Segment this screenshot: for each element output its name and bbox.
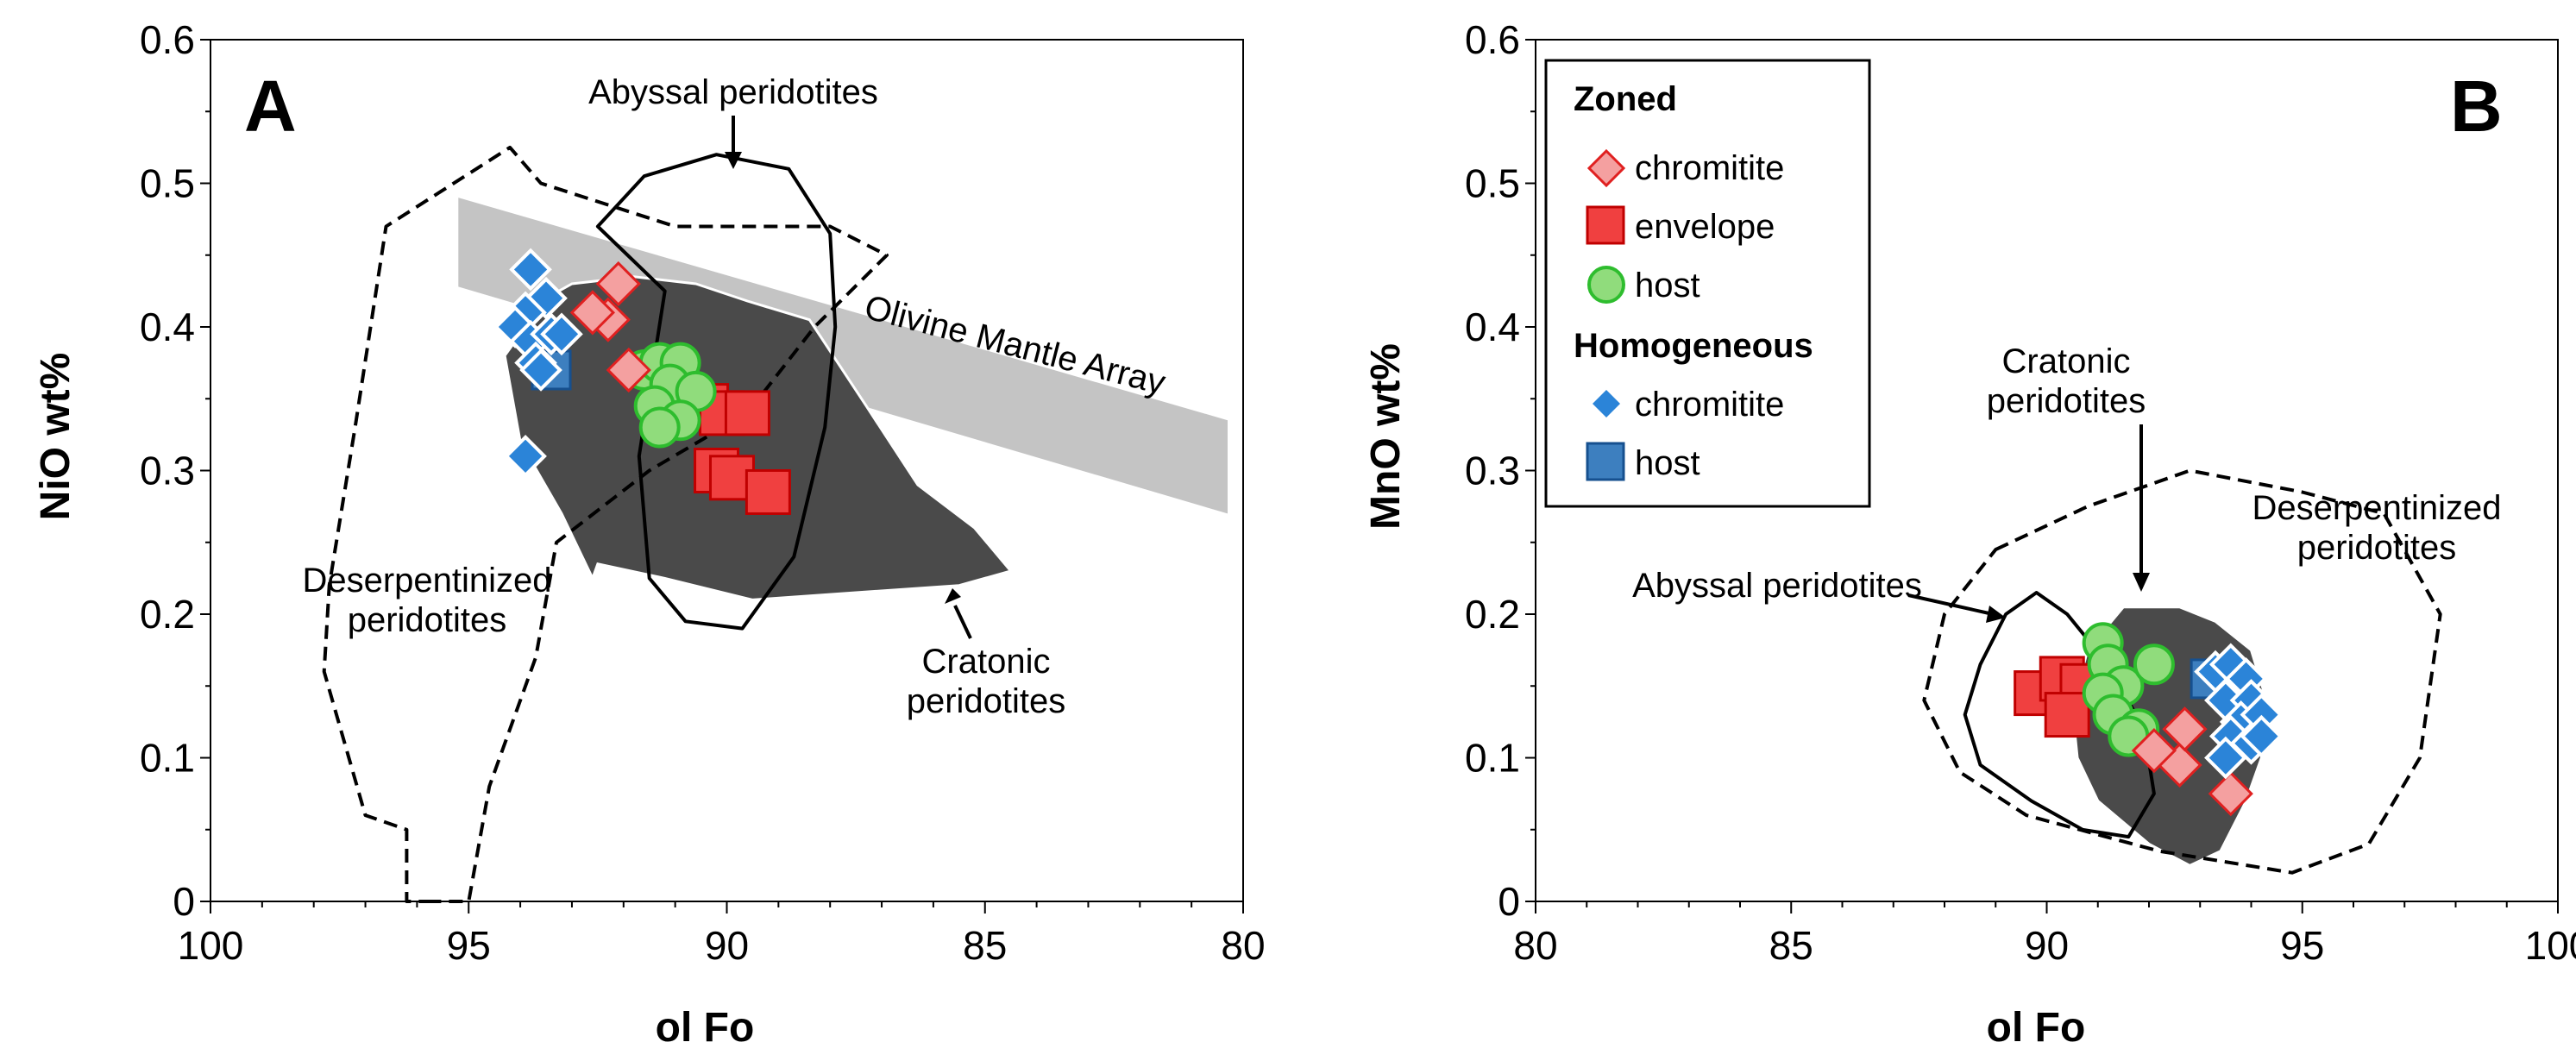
data-point-zoned-chromitite bbox=[2208, 771, 2253, 817]
data-point-homogeneous-chromitite bbox=[2240, 714, 2284, 758]
panel-b-axes: 80 85 90 95 100 0 0.1 0.2 0.3 0.4 0.5 0.6 bbox=[1465, 17, 2576, 968]
panel-b-y-axis-title: MnO wt% bbox=[1363, 343, 1409, 530]
arrow-head-cratonic-a bbox=[945, 588, 961, 604]
legend: Zoned chromitite envelope host Homogeneo… bbox=[1544, 59, 1871, 508]
annotation-cratonic-b-line2: peridotites bbox=[1987, 382, 2146, 420]
x-tick-label: 95 bbox=[447, 923, 491, 968]
legend-title-homogeneous: Homogeneous bbox=[1574, 327, 1813, 365]
legend-marker-homogeneous-chromitite bbox=[1593, 390, 1620, 417]
data-point-homogeneous-chromitite bbox=[540, 312, 583, 356]
legend-marker-zoned-chromitite bbox=[1586, 148, 1626, 188]
y-tick-label: 0.3 bbox=[140, 449, 195, 493]
data-point-homogeneous-chromitite bbox=[504, 435, 547, 478]
x-tick-label: 95 bbox=[2280, 923, 2324, 968]
annotation-cratonic-a-line2: peridotites bbox=[907, 682, 1066, 720]
panel-a-x-axis-title: ol Fo bbox=[656, 1005, 755, 1051]
legend-label-zoned-host: host bbox=[1635, 267, 1700, 304]
data-point-zoned-chromitite bbox=[2131, 728, 2177, 774]
arrow-cratonic-a bbox=[953, 605, 972, 639]
panel-a-label: A bbox=[244, 66, 297, 147]
y-tick-label: 0.4 bbox=[1465, 304, 1520, 349]
arrow-head-abyssal-a bbox=[725, 152, 742, 169]
data-point-zoned-host bbox=[2133, 644, 2175, 686]
annotation-deserpentinized-a-line1: Deserpentinized bbox=[302, 562, 551, 600]
x-tick-label: 85 bbox=[1769, 923, 1813, 968]
y-tick-label: 0.1 bbox=[140, 736, 195, 781]
annotation-abyssal-a: Abyssal peridotites bbox=[588, 73, 878, 111]
panel-b: 80 85 90 95 100 0 0.1 0.2 0.3 0.4 0.5 0.6 B ol Fo M… bbox=[1363, 17, 2576, 1051]
legend-marker-homogeneous-host bbox=[1586, 442, 1625, 481]
annotation-deserpentinized-a-line2: peridotites bbox=[348, 601, 507, 639]
data-point-zoned-chromitite bbox=[2162, 706, 2208, 752]
panel-a-y-axis-title: NiO wt% bbox=[33, 353, 79, 521]
x-tick-label: 100 bbox=[2525, 923, 2576, 968]
legend-title-zoned: Zoned bbox=[1574, 80, 1677, 118]
y-tick-label: 0 bbox=[1498, 879, 1520, 924]
data-point-zoned-chromitite bbox=[569, 290, 616, 336]
annotation-abyssal-b: Abyssal peridotites bbox=[1632, 567, 1922, 605]
x-tick-label: 80 bbox=[1513, 923, 1557, 968]
y-tick-label: 0.3 bbox=[1465, 449, 1520, 493]
deserpentinized-peridotites-outline bbox=[322, 145, 889, 903]
y-tick-label: 0.6 bbox=[1465, 17, 1520, 62]
data-point-homogeneous-chromitite bbox=[2204, 736, 2247, 780]
arrow-abyssal-b bbox=[1907, 593, 1994, 616]
data-point-zoned-envelope bbox=[724, 390, 770, 436]
y-tick-label: 0.2 bbox=[140, 592, 195, 637]
panel-b-label: B bbox=[2450, 66, 2503, 147]
y-tick-label: 0.6 bbox=[140, 17, 195, 62]
panel-a-axes: 100 95 90 85 80 0 0.1 0.2 0.3 0.4 0.5 0.6 bbox=[140, 17, 1266, 968]
arrow-head-cratonic-b bbox=[2133, 573, 2150, 592]
y-tick-label: 0.5 bbox=[1465, 161, 1520, 206]
annotation-deserpentinized-b-line2: peridotites bbox=[2297, 529, 2457, 567]
y-tick-label: 0.4 bbox=[140, 304, 195, 349]
panel-a-points bbox=[493, 248, 791, 515]
deserpentinized-peridotites-outline bbox=[1922, 468, 2442, 875]
data-point-zoned-envelope bbox=[745, 468, 791, 515]
x-tick-label: 90 bbox=[2025, 923, 2069, 968]
panel-b-x-axis-title: ol Fo bbox=[1987, 1005, 2086, 1051]
data-point-homogeneous-chromitite bbox=[509, 248, 552, 292]
data-point-homogeneous-chromitite bbox=[519, 348, 562, 392]
legend-label-homogeneous-host: host bbox=[1635, 444, 1700, 482]
annotation-deserpentinized-b-line1: Deserpentinized bbox=[2252, 489, 2501, 527]
y-tick-label: 0 bbox=[173, 879, 195, 924]
legend-label-homogeneous-chromitite: chromitite bbox=[1635, 386, 1784, 424]
x-tick-label: 100 bbox=[178, 923, 244, 968]
x-tick-label: 85 bbox=[963, 923, 1007, 968]
y-tick-label: 0.1 bbox=[1465, 736, 1520, 781]
panel-b-points bbox=[2014, 622, 2284, 817]
abyssal-peridotites-outline bbox=[595, 153, 838, 631]
data-point-zoned-envelope bbox=[2044, 692, 2090, 738]
legend-marker-zoned-host bbox=[1587, 266, 1625, 304]
y-tick-label: 0.2 bbox=[1465, 592, 1520, 637]
legend-marker-envelope bbox=[1586, 205, 1625, 245]
x-tick-label: 90 bbox=[705, 923, 749, 968]
data-point-zoned-chromitite bbox=[595, 261, 641, 307]
y-tick-label: 0.5 bbox=[140, 161, 195, 206]
data-point-zoned-host bbox=[638, 406, 681, 449]
arrow-head-abyssal-b bbox=[1986, 606, 2006, 623]
annotation-cratonic-a-line1: Cratonic bbox=[922, 643, 1051, 681]
annotation-cratonic-b-line1: Cratonic bbox=[2002, 342, 2131, 380]
x-tick-label: 80 bbox=[1221, 923, 1265, 968]
panel-a: 100 95 90 85 80 0 0.1 0.2 0.3 0.4 0.5 0.6 A ol Fo N… bbox=[33, 17, 1266, 1051]
panel-a-fields bbox=[322, 145, 1228, 903]
data-point-zoned-chromitite bbox=[606, 347, 651, 393]
legend-label-envelope: envelope bbox=[1635, 208, 1775, 246]
legend-label-zoned-chromitite: chromitite bbox=[1635, 149, 1784, 187]
